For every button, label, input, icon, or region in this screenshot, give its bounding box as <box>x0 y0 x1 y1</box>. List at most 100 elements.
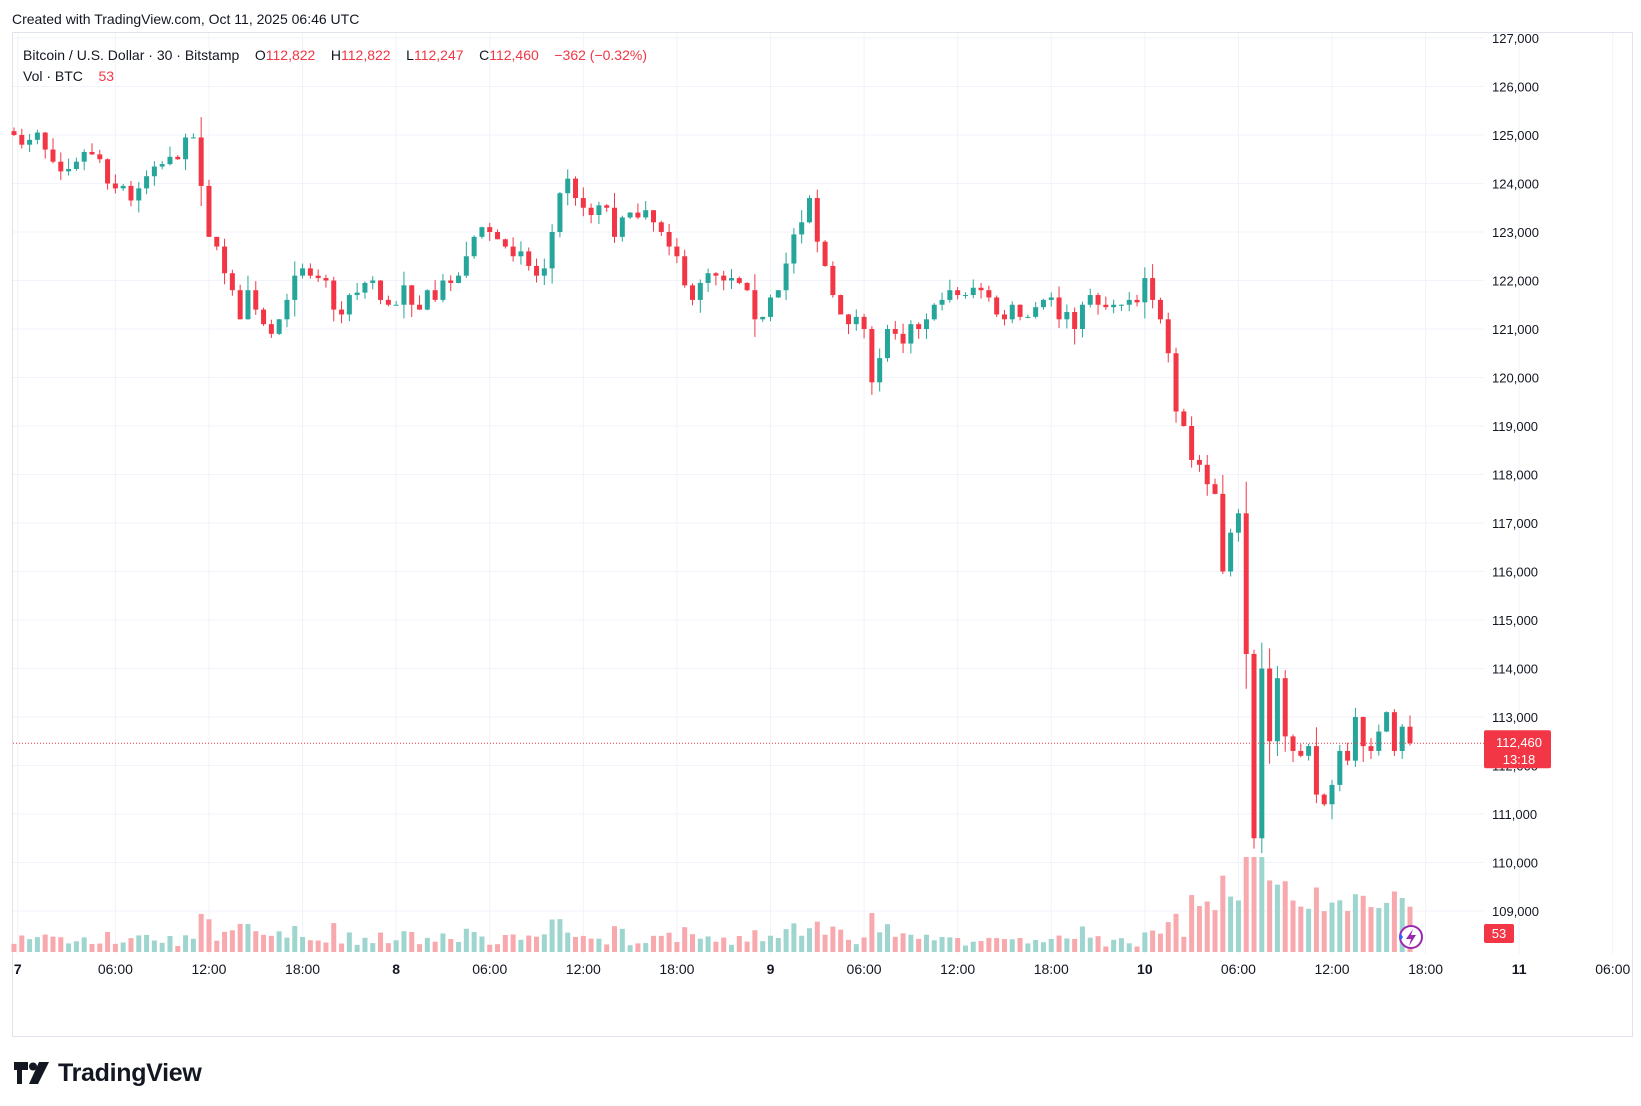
candle-body <box>151 166 157 177</box>
candle-body <box>526 251 532 266</box>
legend-open-label: O <box>254 47 266 63</box>
volume-bar <box>1064 938 1070 952</box>
candle-body <box>1352 717 1358 761</box>
brand-name: TradingView <box>58 1058 202 1087</box>
volume-bar <box>1243 857 1249 952</box>
lightning-icon[interactable] <box>1399 925 1423 949</box>
volume-bar <box>159 942 165 952</box>
candle-body <box>198 137 204 186</box>
volume-bar <box>1103 946 1109 952</box>
last-price-badge <box>1484 730 1551 769</box>
volume-bar <box>339 943 345 952</box>
candle-body <box>1212 484 1218 494</box>
volume-bar <box>970 941 976 952</box>
volume-bar <box>190 938 196 952</box>
candle-body <box>463 256 469 276</box>
volume-bar <box>253 931 259 952</box>
volume-bar <box>370 943 376 952</box>
candle-body <box>900 333 906 344</box>
candle-body <box>393 304 399 306</box>
candle-body <box>89 151 95 155</box>
candle-body <box>401 285 407 305</box>
candle-body <box>775 290 781 298</box>
volume-bar <box>1298 906 1304 952</box>
volume-bar <box>1134 946 1140 952</box>
volume-bar <box>651 935 657 952</box>
x-tick-label: 12:00 <box>940 961 975 977</box>
candle-body <box>487 227 493 232</box>
candle-body <box>877 358 883 383</box>
volume-bar <box>214 940 220 952</box>
candle-body <box>354 292 360 296</box>
volume-bar <box>518 939 524 952</box>
candle-body <box>120 185 126 189</box>
candle-body <box>1095 295 1101 305</box>
candle-body <box>1368 746 1374 751</box>
candle-body <box>346 295 352 315</box>
candle-body <box>1329 784 1335 805</box>
candle-body <box>970 287 976 296</box>
volume-bar <box>1267 880 1273 952</box>
legend-volume-label[interactable]: Vol · BTC <box>23 68 83 84</box>
volume-bar <box>1040 942 1046 952</box>
candle-body <box>1173 353 1179 412</box>
volume-bar <box>721 937 727 952</box>
volume-bar <box>713 941 719 952</box>
candle-body <box>1196 459 1202 465</box>
candle-body <box>557 193 563 232</box>
volume-bars <box>11 857 1413 952</box>
candle-body <box>214 236 220 247</box>
candle-body <box>728 278 734 281</box>
volume-bar <box>105 932 111 952</box>
candle-body <box>783 263 789 291</box>
candle-body <box>612 207 618 237</box>
candle-body <box>1142 278 1148 303</box>
candle-body <box>229 273 235 291</box>
candle-body <box>50 149 56 162</box>
volume-bar <box>11 943 17 952</box>
y-tick-label: 116,000 <box>1492 565 1538 580</box>
volume-bar <box>682 927 688 952</box>
candle-body <box>736 278 742 283</box>
volume-bar <box>619 928 625 952</box>
candle-body <box>136 188 142 201</box>
candle-body <box>11 131 17 135</box>
candle-body <box>760 316 766 320</box>
chart-frame[interactable] <box>12 32 1633 1037</box>
legend-symbol[interactable]: Bitcoin / U.S. Dollar · 30 · Bitstamp <box>23 47 240 63</box>
volume-bar <box>869 912 875 952</box>
candle-body <box>619 217 625 237</box>
volume-bar <box>690 934 696 952</box>
candle-body <box>479 227 485 237</box>
candle-body <box>307 268 313 276</box>
volume-bar <box>775 937 781 952</box>
sparkle-icon <box>1399 934 1403 940</box>
y-tick-label: 122,000 <box>1492 274 1539 289</box>
volume-bar <box>1337 900 1343 952</box>
candle-body <box>791 234 797 264</box>
volume-bar <box>1157 933 1163 952</box>
volume-bar <box>1391 891 1397 952</box>
volume-bar <box>502 935 508 952</box>
volume-bar <box>1142 932 1148 952</box>
candle-body <box>697 282 703 300</box>
volume-bar <box>1306 908 1312 952</box>
candle-body <box>1025 316 1031 318</box>
candle-body <box>1118 304 1124 306</box>
candle-body <box>58 161 64 172</box>
legend-change: −362 (−0.32%) <box>554 47 647 63</box>
candle-body <box>955 290 961 296</box>
volume-bar <box>822 934 828 952</box>
volume-bar <box>1118 938 1124 952</box>
candle-body <box>705 273 711 283</box>
candle-body <box>112 183 118 189</box>
volume-bar <box>167 936 173 952</box>
tradingview-brand[interactable]: TradingView <box>14 1058 202 1088</box>
candle-body <box>73 161 79 169</box>
candle-body <box>962 295 968 297</box>
candle-body <box>1220 493 1226 572</box>
volume-bar <box>112 943 118 952</box>
volume-bar <box>27 939 33 952</box>
volume-bar <box>1087 937 1093 952</box>
